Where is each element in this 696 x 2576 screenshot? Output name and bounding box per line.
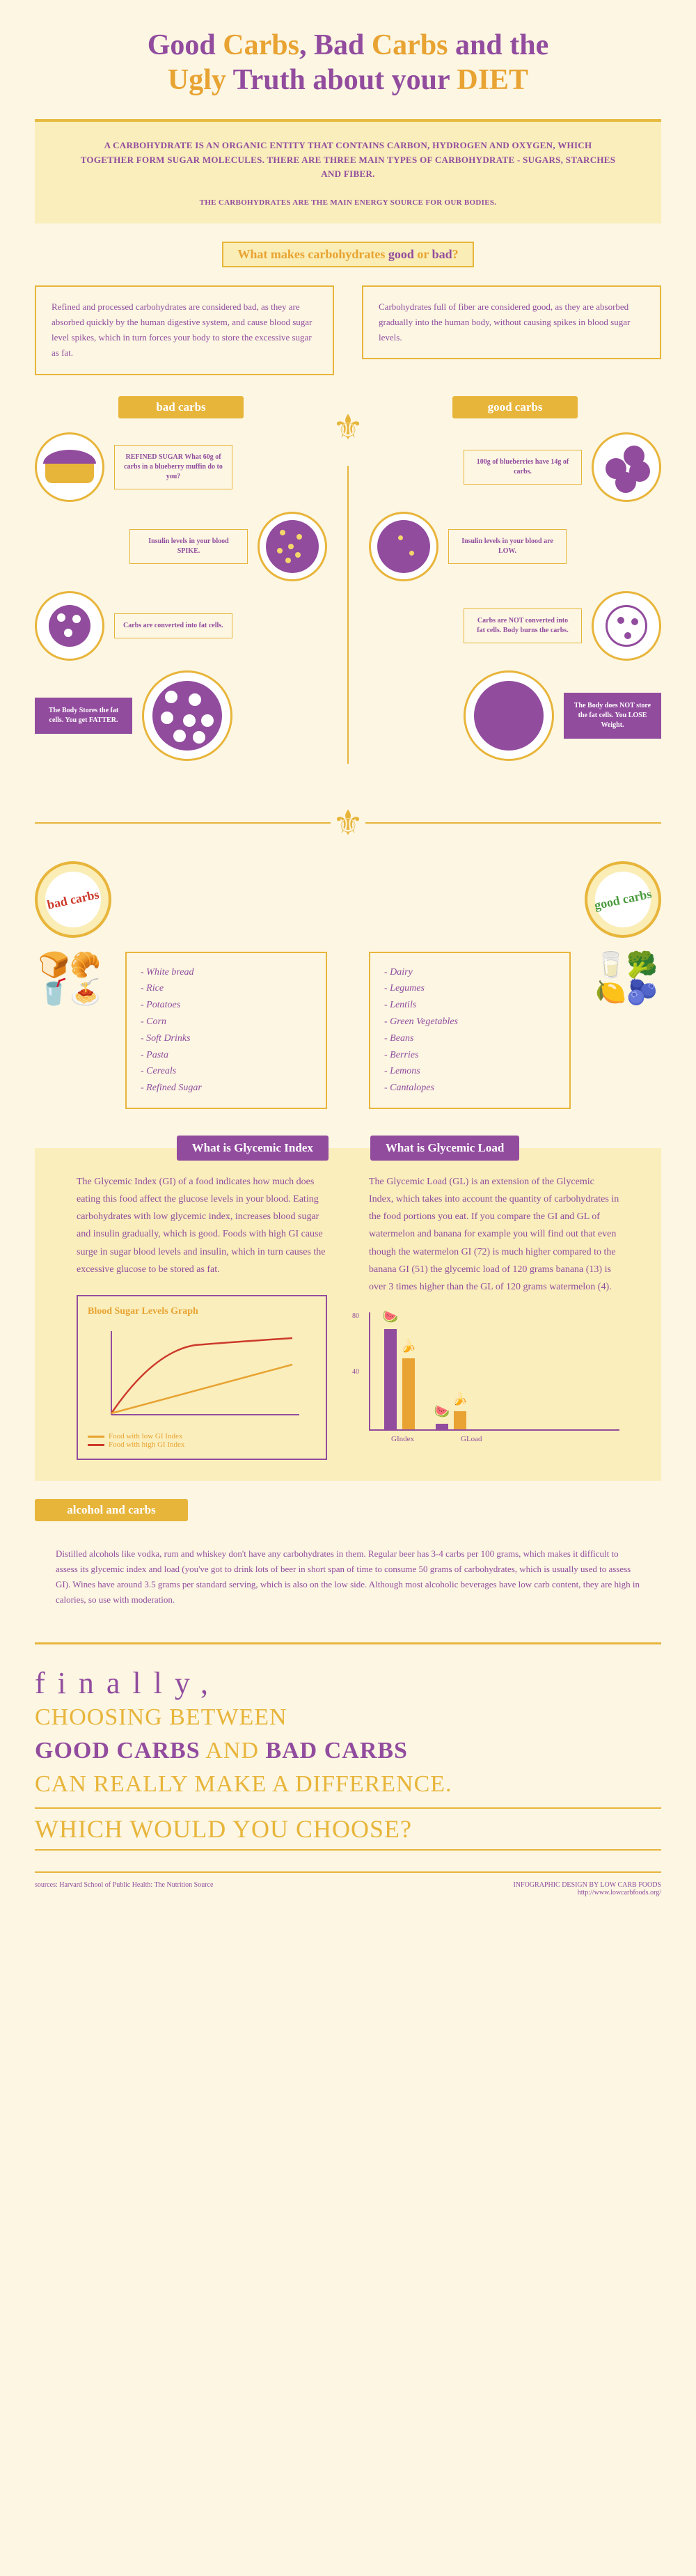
x-axis-label: GIndex (391, 1435, 414, 1443)
bad-carbs-explain: Refined and processed carbohydrates are … (35, 285, 334, 375)
good-food-icons: 🥛🥦🍋🫐 (592, 952, 661, 1007)
bad-outcome: The Body Stores the fat cells. You get F… (35, 698, 132, 734)
list-item: Beans (384, 1030, 555, 1047)
list-item: Legumes (384, 980, 555, 997)
bar: 🍉 (384, 1329, 397, 1429)
bad-step-1: REFINED SUGAR What 60g of carbs in a blu… (114, 445, 232, 489)
list-item: Cereals (141, 1063, 312, 1080)
gi-gl-bar-chart: 80 40 🍉🍌GIndex🍉🍌GLoad (369, 1312, 619, 1431)
bar-group: 🍉🍌 (384, 1329, 415, 1429)
footer: sources: Harvard School of Public Health… (35, 1871, 661, 1896)
section-what-makes: What makes carbohydrates good or bad? (222, 242, 473, 267)
gl-label: What is Glycemic Load (370, 1136, 519, 1161)
bad-step-3: Carbs are converted into fat cells. (114, 613, 232, 638)
bar-group: 🍉🍌 (436, 1411, 466, 1429)
alcohol-text: Distilled alcohols like vodka, rum and w… (35, 1539, 661, 1615)
bar-fruit-icon: 🍌 (452, 1392, 468, 1406)
gl-text: The Glycemic Load (GL) is an extension o… (369, 1173, 619, 1296)
good-carbs-badge: good carbs (578, 854, 668, 944)
bar: 🍌 (454, 1411, 466, 1429)
list-item: Potatoes (141, 997, 312, 1014)
good-step-3: Carbs are NOT converted into fat cells. … (464, 608, 582, 643)
list-item: Pasta (141, 1047, 312, 1064)
alcohol-label: alcohol and carbs (35, 1499, 188, 1521)
list-item: Cantalopes (384, 1080, 555, 1097)
list-item: Lentils (384, 997, 555, 1014)
bar-fruit-icon: 🍉 (383, 1310, 398, 1324)
bar: 🍌 (402, 1358, 415, 1429)
list-item: Berries (384, 1047, 555, 1064)
finally-word: finally, (35, 1665, 661, 1701)
burn-carbs-icon (592, 591, 661, 661)
fat-convert-icon (35, 591, 104, 661)
good-carbs-explain: Carbohydrates full of fiber are consider… (362, 285, 661, 359)
good-step-1: 100g of blueberries have 14g of carbs. (464, 450, 582, 485)
fleur-icon (331, 403, 365, 452)
page-title: Good Carbs, Bad Carbs and the Ugly Truth… (35, 28, 661, 98)
graph-legend: Food with low GI Index Food with high GI… (88, 1432, 316, 1449)
bad-carbs-label: bad carbs (118, 396, 244, 418)
list-item: Rice (141, 980, 312, 997)
bad-food-icons: 🍞🥐🥤🍝 (35, 952, 104, 1007)
bar-fruit-icon: 🍉 (434, 1404, 450, 1419)
good-step-2: Insulin levels in your blood are LOW. (448, 529, 567, 564)
gi-text: The Glycemic Index (GI) of a food indica… (77, 1173, 327, 1278)
intro-definition: A CARBOHYDRATE IS AN ORGANIC ENTITY THAT… (77, 139, 619, 182)
bad-food-list: White breadRicePotatoesCornSoft DrinksPa… (125, 952, 327, 1109)
fat-storage-icon (142, 670, 232, 761)
graph-title: Blood Sugar Levels Graph (88, 1306, 316, 1317)
bar-fruit-icon: 🍌 (401, 1339, 416, 1353)
list-item: Dairy (384, 964, 555, 981)
footer-source: sources: Harvard School of Public Health… (35, 1881, 213, 1896)
good-food-list: DairyLegumesLentilsGreen VegetablesBeans… (369, 952, 571, 1109)
bad-carbs-badge: bad carbs (28, 854, 118, 944)
bad-step-2: Insulin levels in your blood SPIKE. (129, 529, 248, 564)
intro-subtext: THE CARBOHYDRATES ARE THE MAIN ENERGY SO… (77, 198, 619, 207)
list-item: White bread (141, 964, 312, 981)
gi-label: What is Glycemic Index (177, 1136, 329, 1161)
insulin-spike-icon (258, 512, 327, 581)
intro-box: A CARBOHYDRATE IS AN ORGANIC ENTITY THAT… (35, 119, 661, 223)
lose-weight-icon (464, 670, 554, 761)
list-item: Green Vegetables (384, 1014, 555, 1030)
blood-sugar-graph: Blood Sugar Levels Graph Food with low G… (77, 1295, 327, 1460)
list-item: Lemons (384, 1063, 555, 1080)
finally-section: finally, CHOOSING BETWEEN GOOD CARBS AND… (35, 1642, 661, 1851)
blueberries-icon (592, 432, 661, 502)
x-axis-label: GLoad (461, 1435, 482, 1443)
list-item: Soft Drinks (141, 1030, 312, 1047)
fleur-icon-2 (331, 799, 365, 847)
muffin-icon (35, 432, 104, 502)
which-choose: WHICH WOULD YOU CHOOSE? (35, 1807, 661, 1851)
list-item: Corn (141, 1014, 312, 1030)
list-item: Refined Sugar (141, 1080, 312, 1097)
insulin-low-icon (369, 512, 438, 581)
bar: 🍉 (436, 1424, 448, 1429)
good-carbs-label: good carbs (452, 396, 578, 418)
footer-credit: INFOGRAPHIC DESIGN BY LOW CARB FOODShttp… (513, 1881, 661, 1896)
good-outcome: The Body does NOT store the fat cells. Y… (564, 693, 661, 739)
